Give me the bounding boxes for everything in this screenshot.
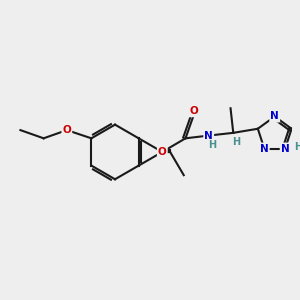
Text: N: N: [260, 144, 269, 154]
Text: O: O: [62, 125, 71, 135]
Text: N: N: [204, 130, 213, 141]
Text: N: N: [281, 144, 290, 154]
Text: H: H: [232, 136, 240, 147]
Text: H: H: [208, 140, 217, 150]
Text: O: O: [189, 106, 198, 116]
Text: O: O: [158, 147, 167, 157]
Text: N: N: [270, 112, 279, 122]
Text: H: H: [294, 142, 300, 152]
